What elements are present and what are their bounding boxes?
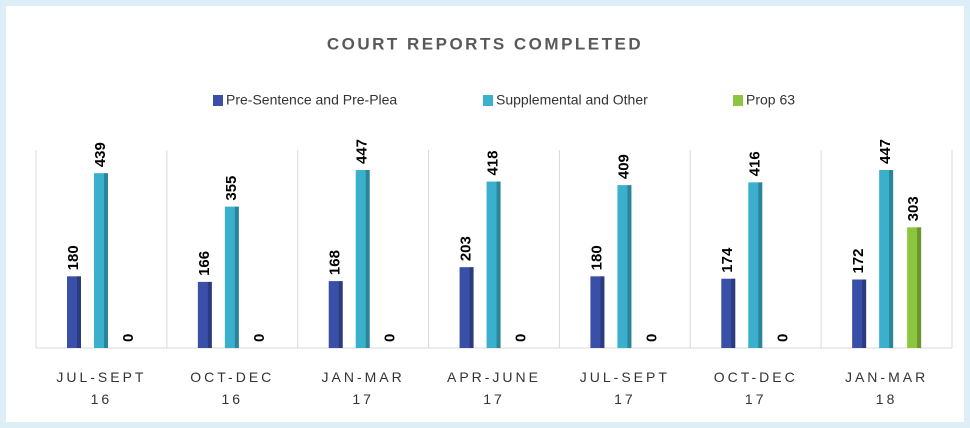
bar bbox=[94, 173, 108, 348]
bar bbox=[879, 170, 894, 348]
value-label: 0 bbox=[251, 334, 268, 342]
bar-shade bbox=[234, 206, 239, 348]
bar-face bbox=[224, 206, 239, 348]
value-label: 172 bbox=[850, 248, 867, 273]
chart-title: COURT REPORTS COMPLETED bbox=[327, 34, 643, 53]
value-label: 168 bbox=[327, 250, 344, 275]
bar-face bbox=[459, 267, 474, 348]
value-label: 0 bbox=[120, 334, 137, 342]
value-label: 416 bbox=[746, 151, 763, 176]
x-tick-line: 17 bbox=[352, 391, 374, 407]
bar-shade bbox=[917, 227, 922, 348]
x-tick-label: JUL-SEPT 16 bbox=[56, 369, 146, 407]
value-label: 0 bbox=[774, 334, 791, 342]
x-tick-line: JAN-MAR bbox=[845, 369, 928, 385]
bar-shade bbox=[600, 276, 605, 348]
bar-face bbox=[907, 227, 922, 348]
x-tick-label: JAN-MAR 17 bbox=[322, 369, 405, 407]
bar-face bbox=[617, 185, 632, 348]
x-tick-label: APR-JUNE 17 bbox=[447, 369, 541, 407]
x-tick-line: OCT-DEC bbox=[714, 369, 798, 385]
bar-face bbox=[879, 170, 894, 348]
bar-face bbox=[852, 279, 867, 348]
x-tick-line: 17 bbox=[483, 391, 505, 407]
bar bbox=[617, 185, 632, 348]
bar-shade bbox=[338, 281, 343, 348]
value-label: 180 bbox=[65, 245, 82, 270]
x-tick-line: 18 bbox=[876, 391, 898, 407]
bar bbox=[590, 276, 605, 348]
value-label: 166 bbox=[196, 251, 213, 276]
value-label: 355 bbox=[223, 176, 240, 201]
bar bbox=[486, 181, 501, 348]
bar-shade bbox=[104, 173, 108, 348]
bar bbox=[328, 281, 343, 348]
bar-face bbox=[721, 278, 736, 348]
value-label: 439 bbox=[92, 142, 109, 167]
x-tick-line: APR-JUNE bbox=[447, 369, 541, 385]
x-tick-line: OCT-DEC bbox=[190, 369, 274, 385]
x-tick-label: OCT-DEC 16 bbox=[190, 369, 274, 407]
bar bbox=[224, 206, 239, 348]
bar-shade bbox=[862, 279, 867, 348]
value-label: 0 bbox=[643, 334, 660, 342]
x-tick-line: JUL-SEPT bbox=[580, 369, 670, 385]
x-tick-label: JUL-SEPT 17 bbox=[580, 369, 670, 407]
bar bbox=[459, 267, 474, 348]
bar-shade bbox=[365, 170, 370, 348]
bar-shade bbox=[469, 267, 474, 348]
legend-label: Pre-Sentence and Pre-Plea bbox=[226, 92, 397, 108]
x-tick-line: 16 bbox=[221, 391, 243, 407]
bar bbox=[197, 281, 212, 348]
bar bbox=[907, 227, 922, 348]
value-label: 0 bbox=[513, 334, 530, 342]
value-label: 447 bbox=[877, 139, 894, 164]
legend-swatch bbox=[483, 95, 493, 106]
x-tick-label: JAN-MAR 18 bbox=[845, 369, 928, 407]
value-label: 447 bbox=[354, 139, 371, 164]
bar-shade bbox=[77, 276, 81, 348]
bar-shade bbox=[758, 182, 763, 348]
x-tick-line: 17 bbox=[745, 391, 767, 407]
bar bbox=[721, 278, 736, 348]
bar-face bbox=[748, 182, 763, 348]
value-label: 174 bbox=[719, 247, 736, 273]
bar-shade bbox=[627, 185, 632, 348]
legend-swatch bbox=[213, 95, 223, 106]
bar-shade bbox=[889, 170, 894, 348]
value-label: 418 bbox=[485, 151, 502, 176]
x-tick-line: JAN-MAR bbox=[322, 369, 405, 385]
bar-shade bbox=[207, 281, 212, 348]
bar bbox=[67, 276, 81, 348]
x-tick-line: 17 bbox=[614, 391, 636, 407]
value-label: 0 bbox=[382, 334, 399, 342]
bar-face bbox=[197, 281, 212, 348]
value-label: 203 bbox=[458, 236, 475, 261]
bar-face bbox=[486, 181, 501, 348]
value-label: 303 bbox=[905, 196, 922, 221]
bar bbox=[852, 279, 867, 348]
x-tick-line: JUL-SEPT bbox=[56, 369, 146, 385]
bar-face bbox=[67, 276, 81, 348]
bar-shade bbox=[731, 278, 736, 348]
value-label: 409 bbox=[615, 154, 632, 179]
bar bbox=[355, 170, 370, 348]
legend-label: Prop 63 bbox=[746, 92, 795, 108]
panel bbox=[6, 6, 964, 422]
bar-shade bbox=[496, 181, 501, 348]
x-tick-label: OCT-DEC 17 bbox=[714, 369, 798, 407]
bar-face bbox=[328, 281, 343, 348]
legend-label: Supplemental and Other bbox=[496, 92, 648, 108]
bar bbox=[748, 182, 763, 348]
value-label: 180 bbox=[588, 245, 605, 270]
x-tick-line: 16 bbox=[91, 391, 113, 407]
bar-face bbox=[355, 170, 370, 348]
bar-face bbox=[94, 173, 108, 348]
bar-face bbox=[590, 276, 605, 348]
legend-swatch bbox=[733, 95, 743, 106]
